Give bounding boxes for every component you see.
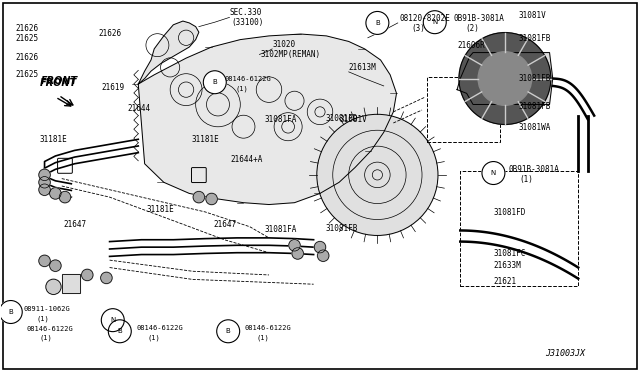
Text: 21619: 21619 [102, 83, 125, 92]
Text: B: B [375, 20, 380, 26]
Text: (1): (1) [256, 334, 269, 340]
Circle shape [314, 241, 326, 253]
Text: (33100): (33100) [232, 18, 264, 27]
Text: 21647: 21647 [214, 220, 237, 229]
Circle shape [100, 272, 112, 284]
Bar [460, 171, 578, 286]
Circle shape [50, 187, 61, 199]
Text: N: N [110, 317, 115, 323]
Circle shape [39, 255, 51, 267]
Text: (2): (2) [465, 24, 479, 33]
Polygon shape [138, 21, 199, 84]
Circle shape [193, 191, 205, 203]
Text: 21613M: 21613M [349, 63, 376, 73]
Text: (1): (1) [148, 334, 161, 340]
Text: SEC.330: SEC.330 [230, 8, 262, 17]
Text: 31181E: 31181E [191, 135, 219, 144]
Circle shape [289, 240, 300, 251]
Circle shape [366, 12, 389, 34]
Text: 31081V: 31081V [519, 12, 547, 20]
Text: 31081FA: 31081FA [264, 115, 297, 124]
Text: 21626: 21626 [15, 53, 38, 62]
Circle shape [459, 33, 551, 124]
Circle shape [317, 114, 438, 235]
Text: 3102MP(REMAN): 3102MP(REMAN) [260, 50, 320, 59]
Text: N: N [491, 170, 496, 176]
Text: J31003JX: J31003JX [545, 349, 585, 358]
Text: FRONT: FRONT [41, 76, 78, 86]
Text: 31081FB: 31081FB [519, 102, 551, 111]
Text: B: B [8, 309, 13, 315]
Polygon shape [138, 34, 397, 205]
Text: 0B91B-3081A: 0B91B-3081A [508, 165, 559, 174]
Circle shape [206, 193, 218, 205]
Text: (3): (3) [411, 24, 425, 33]
Circle shape [292, 248, 303, 259]
Text: 08146-6122G: 08146-6122G [244, 325, 291, 331]
Text: 08146-6122G: 08146-6122G [225, 77, 272, 83]
Text: 21644: 21644 [127, 104, 150, 113]
Text: 0B91B-3081A: 0B91B-3081A [454, 14, 505, 23]
Text: B: B [117, 328, 122, 334]
Text: N: N [432, 19, 437, 25]
Text: (1): (1) [36, 315, 49, 322]
Text: 21626: 21626 [15, 24, 38, 33]
Text: 21644+A: 21644+A [231, 155, 263, 164]
Circle shape [317, 250, 329, 262]
Bar [427, 77, 500, 141]
Text: 31081FA: 31081FA [264, 225, 297, 234]
Circle shape [50, 260, 61, 272]
Circle shape [60, 191, 70, 203]
Circle shape [39, 169, 51, 181]
Circle shape [101, 309, 124, 332]
Circle shape [478, 52, 532, 105]
Text: 31181E: 31181E [147, 205, 174, 214]
Text: 21621: 21621 [493, 277, 516, 286]
Text: 31081FC: 31081FC [493, 248, 526, 258]
Text: 21606R: 21606R [457, 41, 485, 50]
Bar [62, 274, 79, 294]
Text: 21647: 21647 [64, 220, 87, 229]
Bar [62, 274, 79, 294]
Polygon shape [457, 52, 553, 105]
Text: 31081FD: 31081FD [493, 208, 526, 217]
Circle shape [46, 279, 61, 295]
Text: 08120-8202E: 08120-8202E [400, 14, 451, 23]
Circle shape [204, 71, 227, 94]
Circle shape [217, 320, 239, 343]
Text: 31081FB: 31081FB [519, 74, 551, 83]
Text: 31081WA: 31081WA [519, 123, 551, 132]
Circle shape [39, 177, 51, 188]
Text: FRONT: FRONT [40, 78, 77, 88]
Circle shape [423, 11, 446, 34]
Text: 31081FD: 31081FD [325, 114, 358, 123]
Circle shape [39, 184, 51, 195]
Text: (1): (1) [236, 86, 248, 92]
Text: 31020: 31020 [272, 40, 295, 49]
Text: 31081FB: 31081FB [325, 224, 358, 233]
Text: 08146-6122G: 08146-6122G [136, 325, 183, 331]
Text: 21633M: 21633M [493, 261, 521, 270]
Circle shape [482, 161, 505, 185]
Text: 08146-6122G: 08146-6122G [27, 326, 74, 331]
Text: 08911-1062G: 08911-1062G [24, 306, 70, 312]
Text: B: B [212, 79, 217, 85]
Text: 21625: 21625 [15, 35, 38, 44]
Text: 31081V: 31081V [339, 115, 367, 124]
Text: 21625: 21625 [15, 70, 38, 78]
Text: 31181E: 31181E [40, 135, 67, 144]
Circle shape [108, 320, 131, 343]
Text: 31081FB: 31081FB [519, 34, 551, 43]
Circle shape [81, 269, 93, 281]
Text: 21626: 21626 [98, 29, 121, 38]
Text: (1): (1) [40, 335, 52, 341]
Text: (1): (1) [519, 175, 533, 184]
Text: B: B [226, 328, 230, 334]
Circle shape [0, 301, 22, 324]
